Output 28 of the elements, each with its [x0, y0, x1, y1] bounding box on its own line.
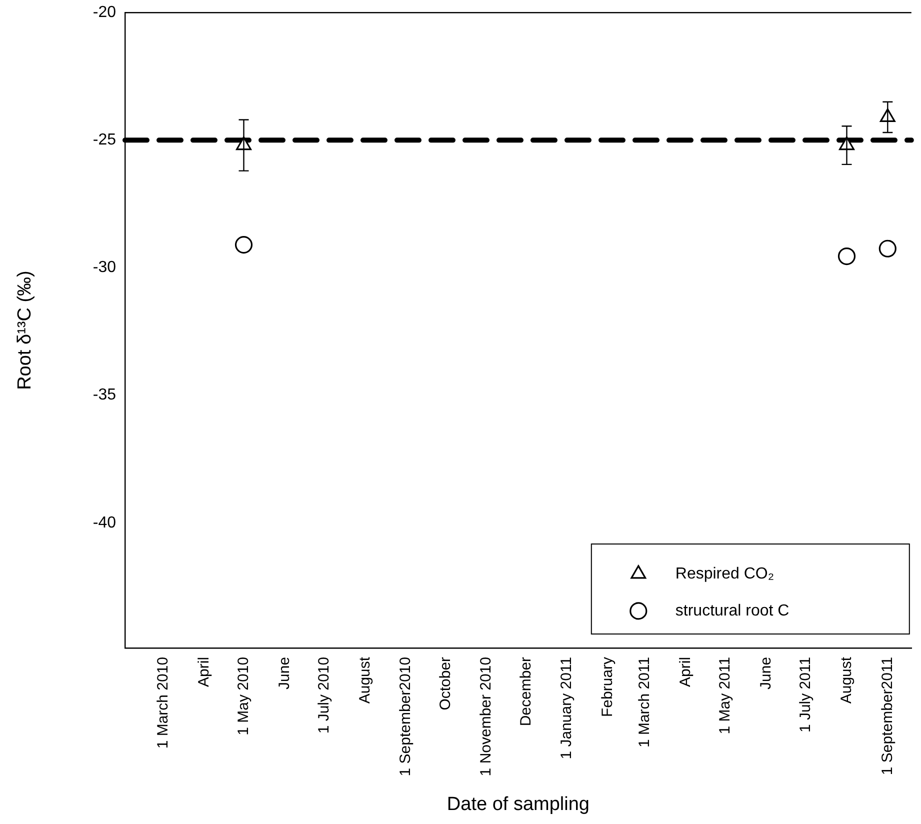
y-tick-label: -25 — [92, 132, 116, 149]
y-tick-label: -35 — [92, 386, 116, 404]
y-axis-title: Root δ¹³C (‰) — [14, 270, 36, 390]
x-tick-label: 1 May 2010 — [234, 656, 252, 736]
x-tick-label: 1 September2011 — [878, 656, 896, 776]
x-tick-label: 1 July 2011 — [796, 656, 814, 733]
x-tick-label: August — [838, 656, 855, 704]
y-tick-label: -20 — [92, 4, 116, 22]
x-tick-label: 1 November 2010 — [478, 656, 495, 776]
x-tick-label: February — [599, 656, 616, 717]
x-tick-label: 1 September2010 — [397, 656, 414, 776]
y-tick-label: -30 — [92, 259, 116, 276]
x-tick-label: June — [276, 656, 293, 690]
x-tick-label: 1 March 2011 — [636, 656, 654, 748]
x-tick-label: December — [517, 656, 534, 726]
x-tick-label: April — [195, 656, 212, 687]
x-tick-label: 1 May 2011 — [716, 656, 734, 734]
x-tick-label: August — [356, 656, 374, 704]
legend-label: structural root C — [675, 602, 790, 620]
x-axis-title: Date of sampling — [446, 794, 590, 815]
x-tick-label: 1 January 2011 — [558, 656, 576, 760]
x-tick-label: April — [676, 656, 694, 687]
x-tick-label: 1 July 2010 — [315, 656, 332, 734]
x-tick-label: 1 March 2010 — [154, 656, 172, 749]
y-tick-label: -40 — [92, 514, 116, 532]
legend-label: Respired CO₂ — [675, 565, 774, 582]
x-tick-label: October — [436, 656, 454, 710]
x-tick-label: June — [757, 656, 774, 690]
